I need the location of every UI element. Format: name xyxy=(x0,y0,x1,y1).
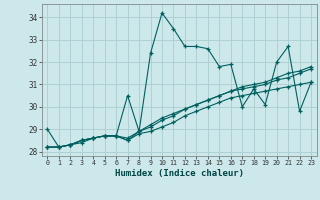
X-axis label: Humidex (Indice chaleur): Humidex (Indice chaleur) xyxy=(115,169,244,178)
